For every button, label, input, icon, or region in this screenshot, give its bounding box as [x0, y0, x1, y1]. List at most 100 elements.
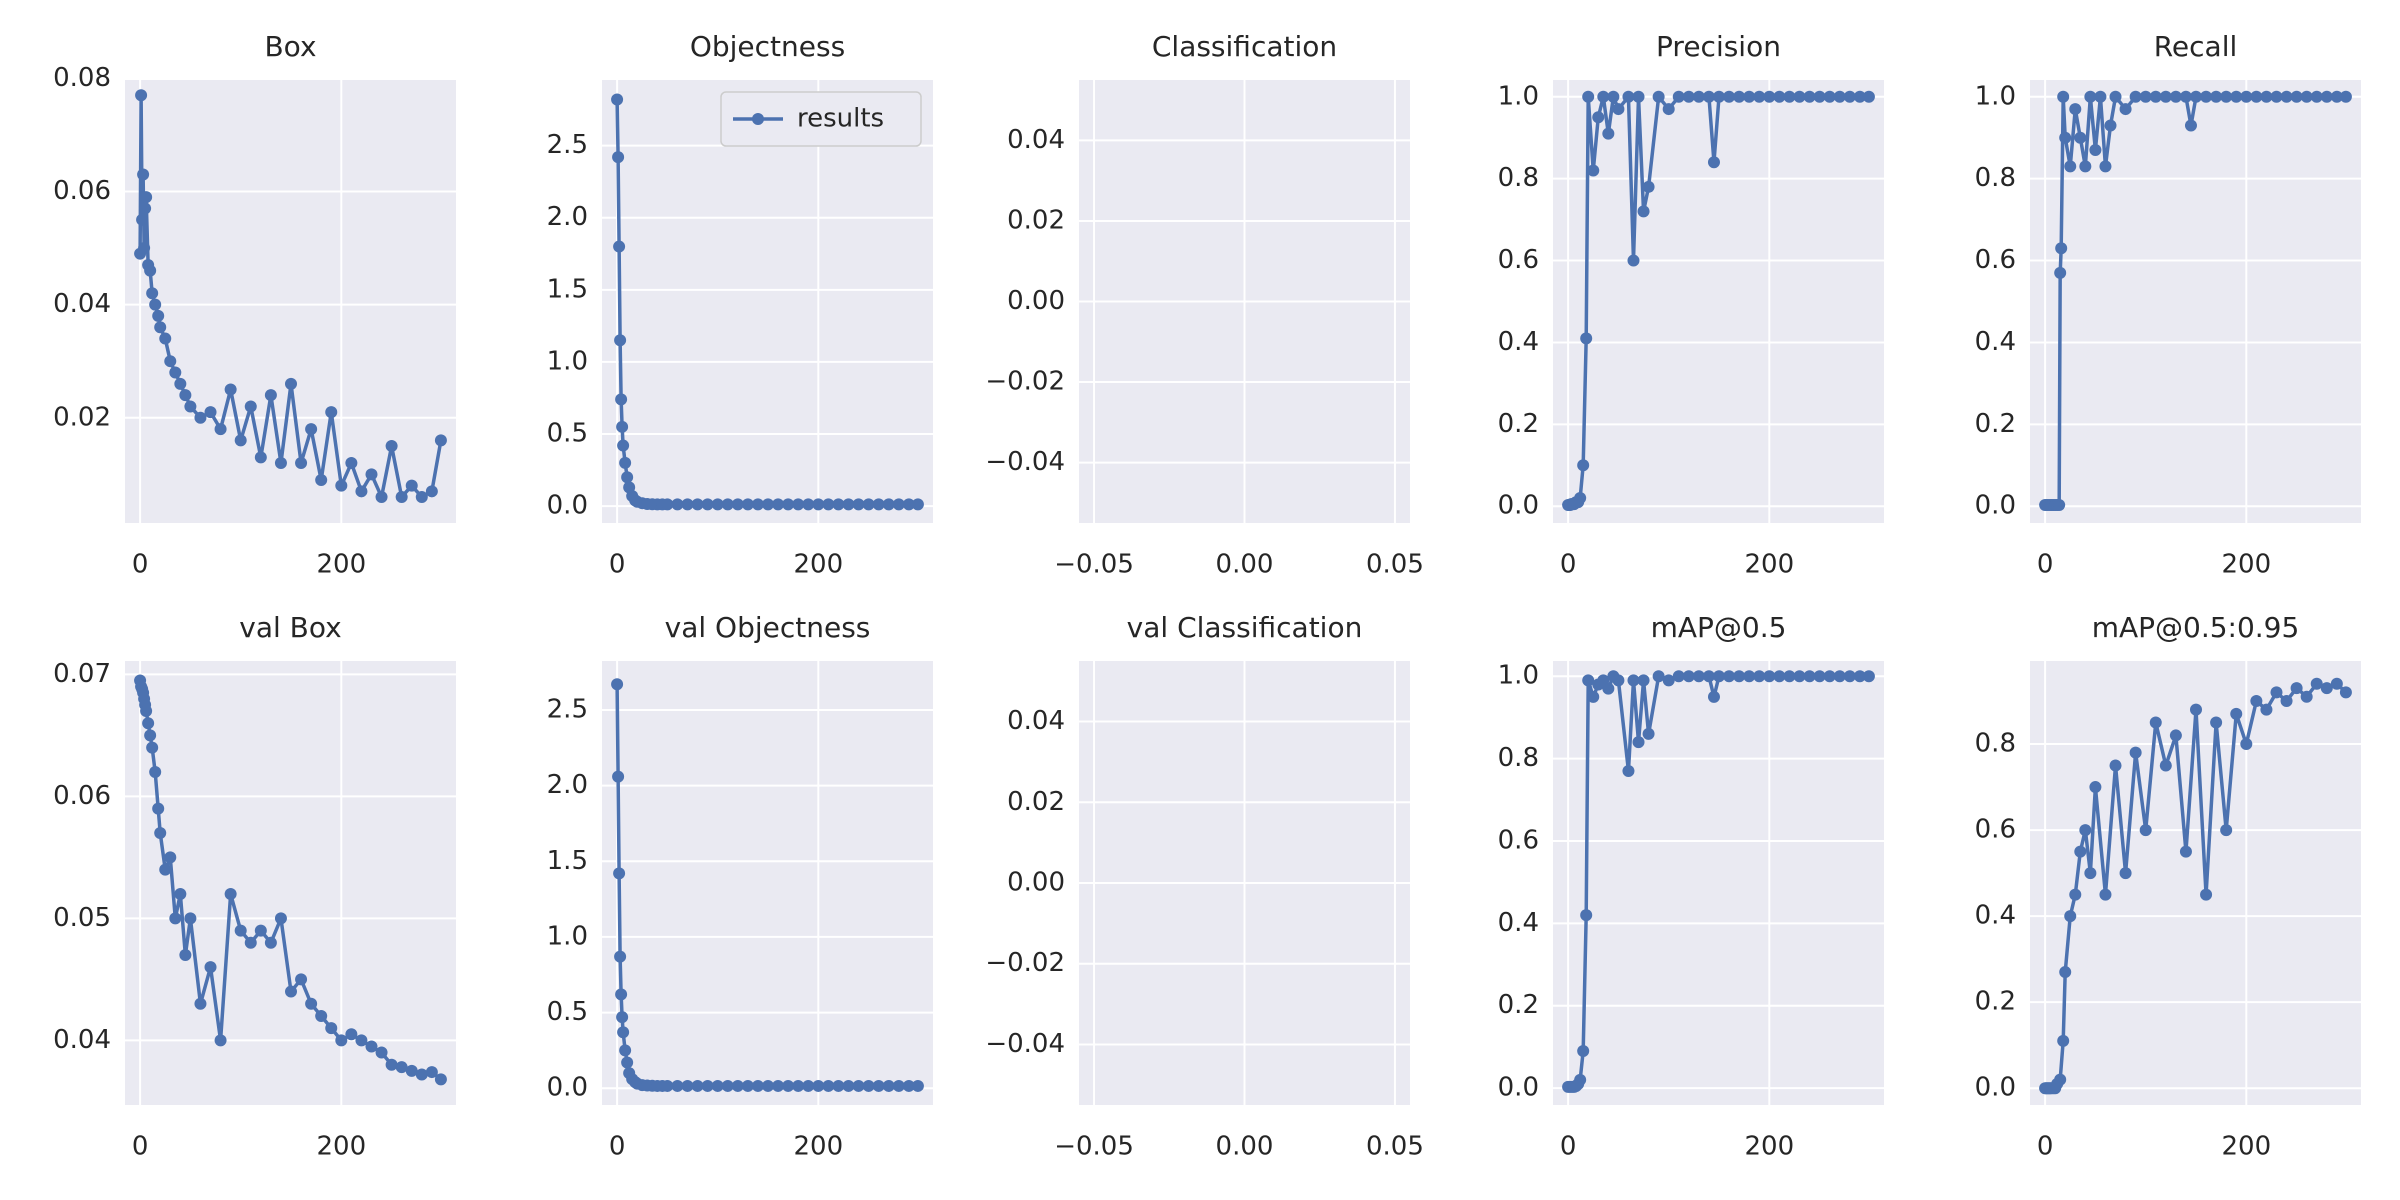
y-tick-label: 0.2: [1498, 409, 1539, 439]
data-point: [2200, 90, 2213, 103]
data-point: [135, 89, 148, 102]
y-tick-label: 0.6: [1975, 245, 2016, 275]
data-point: [2084, 90, 2097, 103]
data-point: [2210, 90, 2223, 103]
data-point: [415, 490, 428, 503]
data-point: [2230, 707, 2243, 720]
data-point: [2190, 90, 2203, 103]
data-point: [405, 479, 418, 492]
y-tick-label: 1.0: [1498, 81, 1539, 111]
data-point: [174, 377, 187, 390]
data-point: [1642, 180, 1655, 193]
data-point: [2059, 131, 2072, 144]
data-point: [2159, 90, 2172, 103]
data-point: [184, 912, 197, 925]
y-tick-label: 0.2: [1975, 987, 2016, 1017]
y-tick-label: 1.0: [547, 346, 588, 376]
data-point: [144, 729, 157, 742]
data-point: [2099, 160, 2112, 173]
data-point: [2053, 498, 2066, 511]
data-point: [149, 766, 162, 778]
chart-title: Recall: [2154, 30, 2238, 63]
x-tick-label: 200: [1744, 1132, 1794, 1162]
data-point: [615, 988, 628, 1001]
data-point: [285, 985, 298, 998]
data-point: [214, 1034, 227, 1047]
y-tick-label: 0.0: [547, 1073, 588, 1103]
legend-box: [720, 91, 922, 147]
x-tick-label: 0: [1560, 550, 1577, 580]
data-point: [204, 961, 217, 974]
data-point: [681, 1079, 694, 1092]
chart-title: Objectness: [690, 30, 845, 63]
data-point: [335, 479, 348, 492]
data-point: [1622, 764, 1635, 777]
data-point: [782, 498, 795, 511]
data-point: [1602, 682, 1615, 695]
data-point: [1713, 670, 1726, 683]
data-point: [2055, 242, 2068, 255]
y-tick-label: −0.04: [985, 447, 1065, 477]
data-point: [224, 383, 237, 396]
data-point: [2220, 824, 2233, 837]
data-point: [1833, 670, 1846, 683]
data-point: [375, 1046, 388, 1059]
data-point: [619, 1044, 632, 1057]
y-tick-label: 0.0: [1975, 1073, 2016, 1103]
data-point: [2330, 90, 2343, 103]
y-tick-label: 2.5: [547, 695, 588, 725]
data-point: [611, 678, 624, 691]
data-point: [842, 498, 855, 511]
data-point: [892, 498, 905, 511]
legend-marker: [752, 113, 764, 125]
x-tick-label: 0: [132, 1132, 149, 1162]
y-tick-label: 0.4: [1498, 908, 1539, 938]
x-tick-label: 200: [316, 1132, 366, 1162]
data-point: [1763, 90, 1776, 103]
data-point: [179, 389, 192, 402]
data-point: [1723, 670, 1736, 683]
data-point: [2230, 90, 2243, 103]
data-point: [214, 423, 227, 436]
data-point: [1723, 90, 1736, 103]
legend-label: results: [797, 104, 884, 134]
data-point: [1627, 254, 1640, 267]
x-tick-label: 200: [316, 550, 366, 580]
data-point: [751, 498, 764, 511]
data-point: [1702, 670, 1715, 683]
data-point: [1672, 670, 1685, 683]
y-tick-label: 0.2: [1975, 409, 2016, 439]
data-point: [2129, 746, 2142, 759]
data-point: [2074, 845, 2087, 858]
data-point: [2270, 90, 2283, 103]
data-point: [2310, 90, 2323, 103]
data-point: [614, 334, 627, 347]
data-point: [146, 741, 159, 754]
data-point: [169, 366, 182, 379]
x-tick-label: 0: [1560, 1132, 1577, 1162]
x-tick-label: 0.00: [1216, 550, 1274, 580]
data-point: [2149, 90, 2162, 103]
x-tick-label: 200: [793, 1132, 843, 1162]
data-point: [902, 498, 915, 511]
data-point: [1577, 459, 1590, 472]
y-tick-label: −0.02: [985, 948, 1065, 978]
data-point: [2190, 703, 2203, 716]
data-point: [772, 498, 785, 511]
data-point: [2339, 90, 2352, 103]
plot-area: [125, 661, 456, 1105]
y-tick-label: 0.8: [1498, 743, 1539, 773]
data-point: [149, 298, 162, 311]
data-point: [254, 924, 267, 937]
data-point: [741, 498, 754, 511]
x-tick-label: 0: [609, 550, 626, 580]
data-point: [2300, 90, 2313, 103]
data-point: [1577, 1045, 1590, 1058]
data-point: [1692, 670, 1705, 683]
data-point: [2260, 703, 2273, 716]
data-point: [159, 863, 172, 876]
data-point: [140, 705, 153, 718]
data-point: [616, 420, 629, 433]
data-point: [315, 474, 328, 487]
